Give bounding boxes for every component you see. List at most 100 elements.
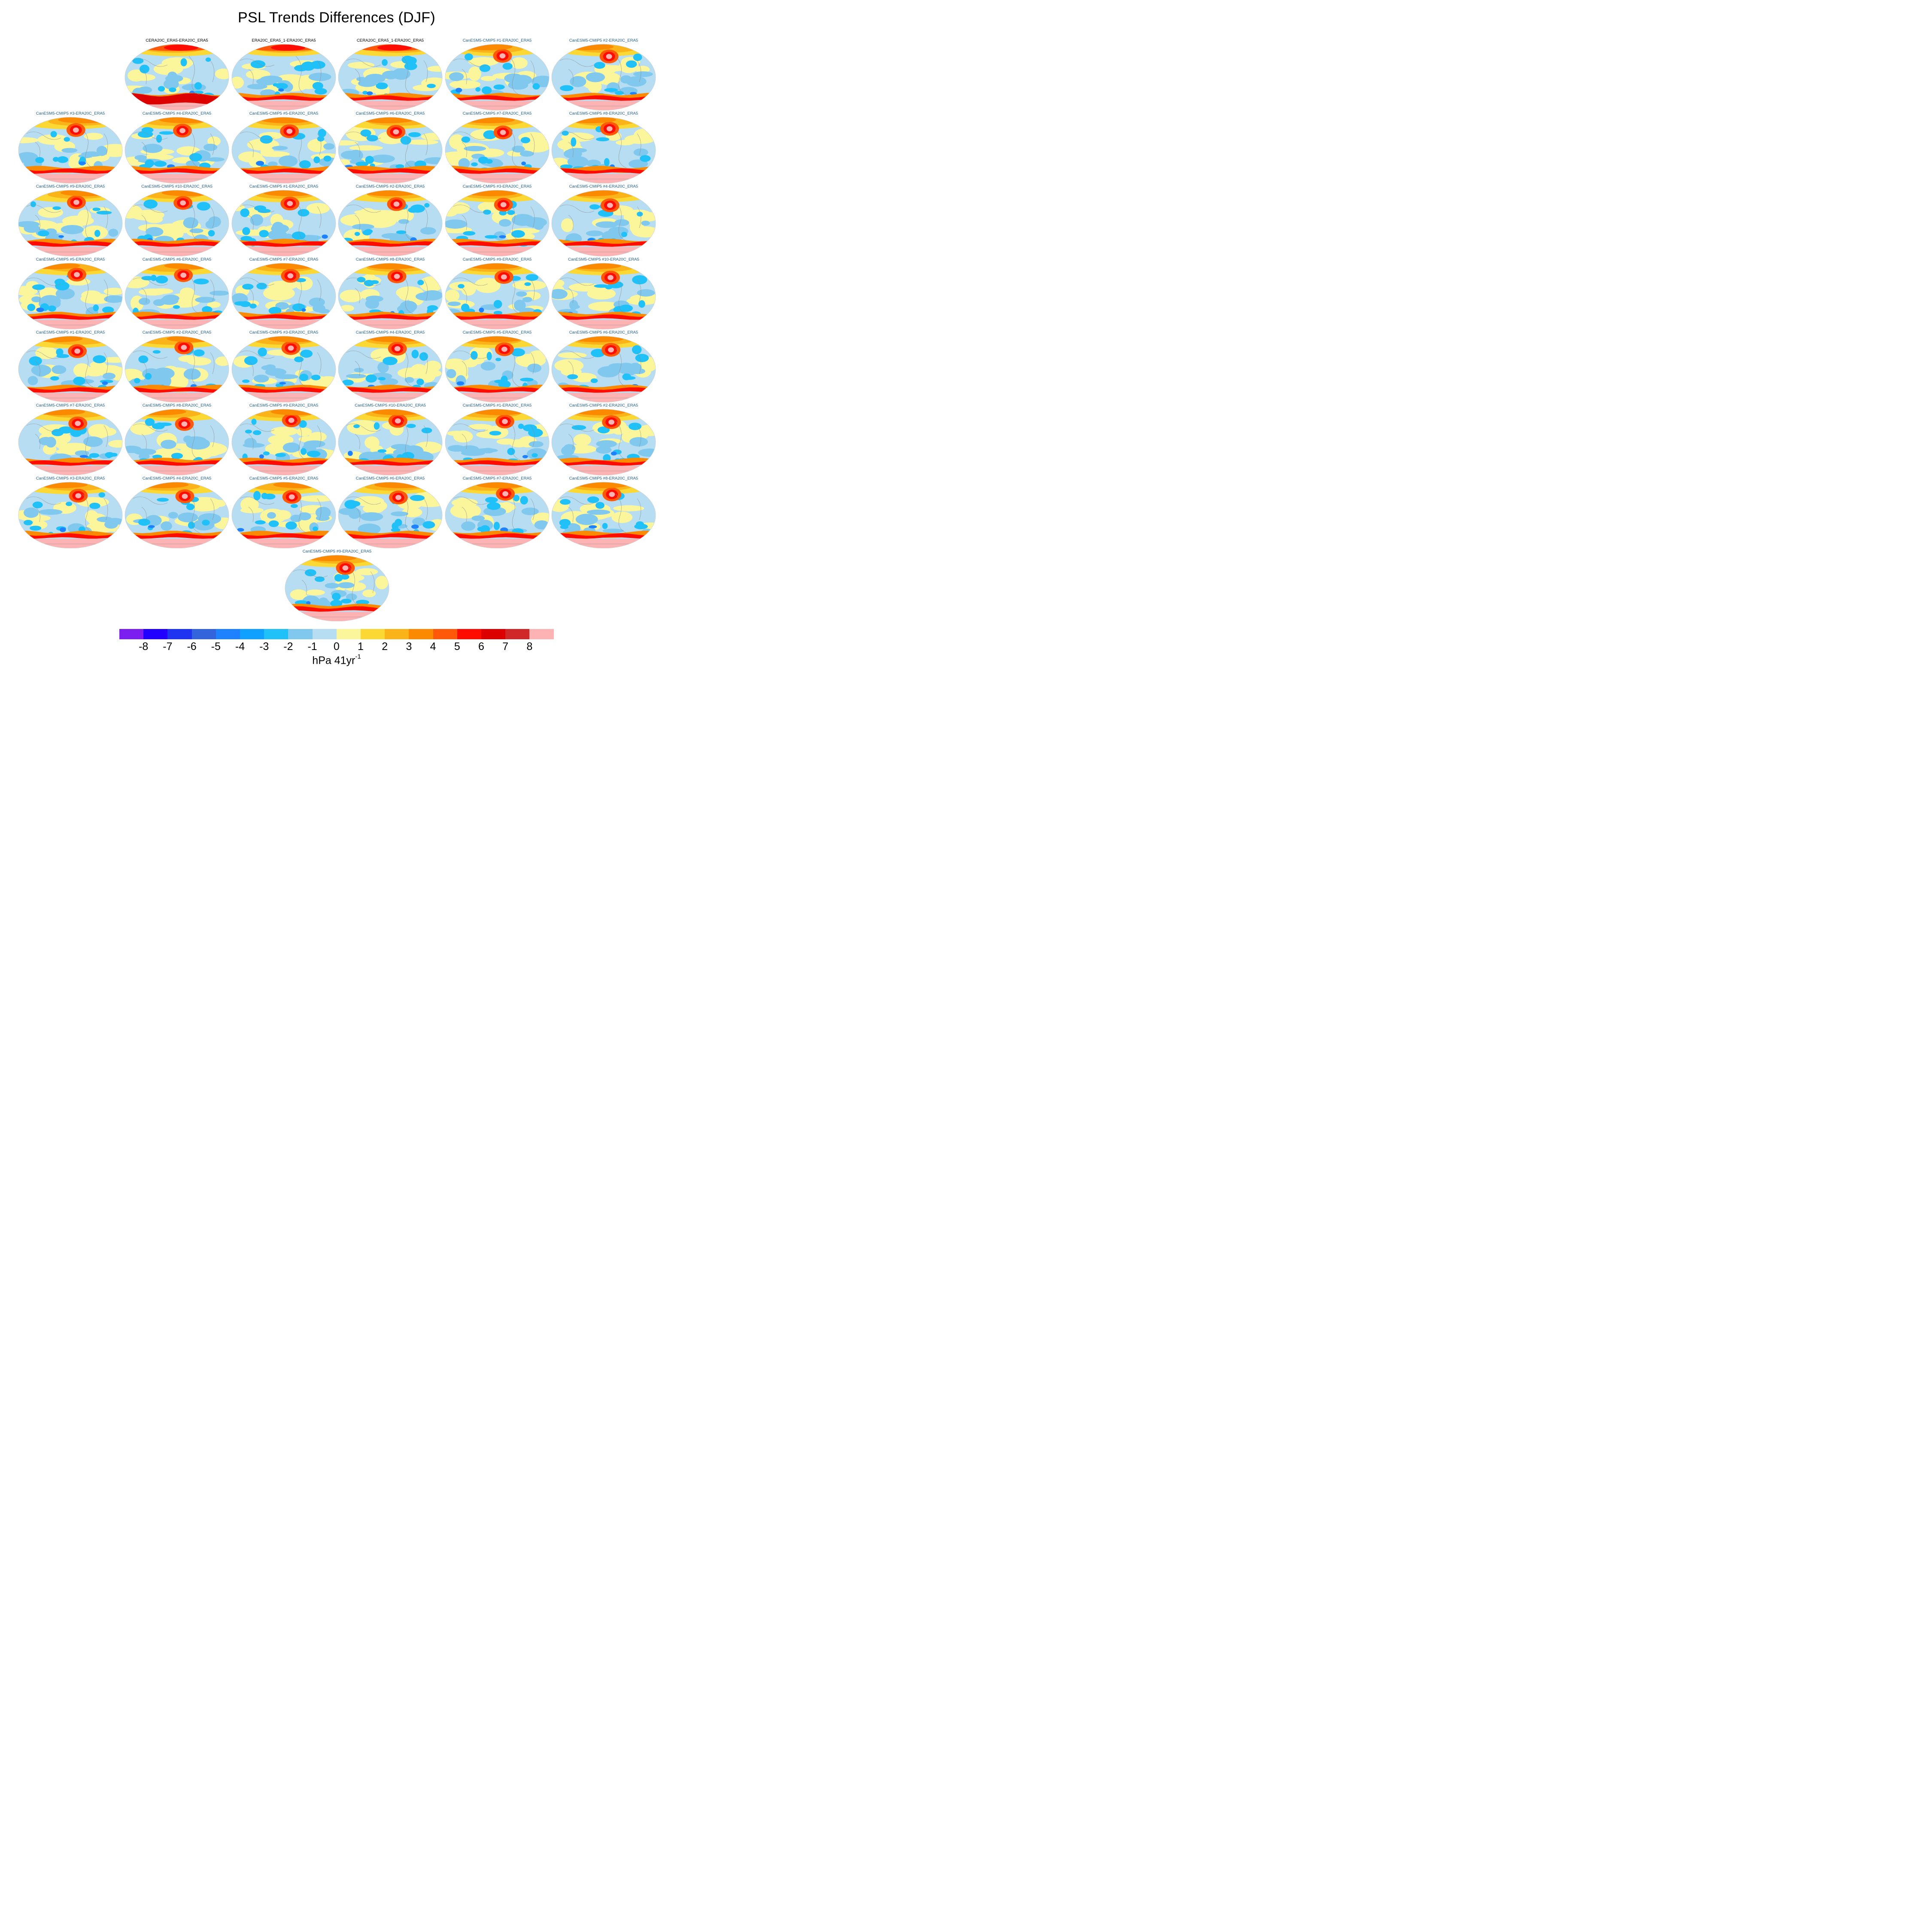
negative-anomaly (55, 288, 75, 300)
map-panel: CanESM5-CMIP5 #3-ERA20C_ERA5 (231, 330, 336, 403)
coastline (559, 58, 595, 67)
positive-anomaly (159, 117, 211, 123)
negative-anomaly (570, 76, 586, 87)
negative-anomaly (395, 164, 404, 169)
panel-title: CanESM5-CMIP5 #7-ERA20C_ERA5 (462, 476, 532, 481)
negative-anomaly (108, 228, 118, 237)
negative-anomaly (105, 518, 122, 525)
panel-title: CERA20C_ERA5-ERA20C_ERA5 (146, 38, 208, 43)
negative-anomaly (30, 526, 42, 531)
southern-band (125, 314, 229, 320)
robinson-map (445, 190, 550, 256)
positive-anomaly (296, 427, 312, 437)
negative-anomaly (597, 426, 610, 434)
coastline (240, 277, 275, 286)
negative-anomaly (318, 597, 328, 606)
robinson-map (231, 117, 336, 183)
coastline (240, 131, 275, 140)
coastline (82, 129, 94, 168)
negative-anomaly (455, 220, 464, 226)
map-outline (551, 409, 656, 475)
antarctic-positive (552, 247, 656, 256)
negative-anomaly (57, 156, 68, 163)
map-panel: CERA20C_ERA5-ERA20C_ERA5 (125, 38, 229, 111)
map-outline (551, 336, 656, 402)
coastline (317, 206, 322, 228)
positive-center (74, 348, 81, 354)
colorbar-tick-label: -5 (211, 641, 221, 653)
negative-anomaly (415, 292, 437, 301)
map-outline (338, 190, 443, 256)
coastline (210, 133, 215, 155)
positive-center (180, 200, 186, 206)
negative-anomaly (243, 443, 265, 448)
negative-anomaly (244, 356, 258, 365)
positive-anomaly (405, 139, 439, 145)
colorbar-tick-label: -6 (187, 641, 197, 653)
negative-anomaly (160, 296, 179, 305)
panel-title: CanESM5-CMIP5 #8-ERA20C_ERA5 (569, 111, 638, 116)
coastline (26, 204, 61, 213)
colorbar-swatch (191, 629, 216, 639)
robinson-map (338, 409, 443, 475)
negative-anomaly (614, 219, 629, 226)
map-outline (551, 44, 656, 110)
positive-center (609, 492, 615, 497)
negative-anomaly (614, 91, 624, 95)
negative-anomaly (65, 501, 73, 506)
antarctic-positive (338, 174, 442, 183)
negative-anomaly (256, 78, 277, 85)
negative-anomaly (332, 592, 341, 601)
map-outline (445, 117, 550, 183)
negative-anomaly (353, 424, 360, 428)
coastline (615, 56, 627, 95)
coastline (615, 202, 627, 241)
southern-band (445, 314, 549, 320)
negative-anomaly (301, 61, 315, 71)
coastline (317, 133, 322, 155)
positive-anomaly (125, 204, 143, 219)
map-outline (338, 44, 443, 110)
colorbar-tick-label: 4 (430, 641, 436, 653)
map-outline (125, 263, 229, 329)
coastline (346, 423, 381, 432)
coastline (133, 204, 168, 213)
positive-anomaly (180, 446, 214, 460)
negative-anomaly (32, 284, 45, 290)
coastline (423, 425, 428, 447)
positive-anomaly (461, 44, 513, 50)
negative-anomaly (64, 137, 70, 142)
positive-anomaly (477, 149, 504, 157)
colorbar-tick-label: -8 (139, 641, 149, 653)
negative-anomaly (589, 204, 600, 210)
positive-anomaly (268, 434, 294, 445)
negative-anomaly (79, 161, 86, 165)
antarctic-positive (125, 466, 229, 475)
map-outline (125, 117, 229, 183)
negative-anomaly (314, 576, 325, 582)
coastline (568, 434, 574, 450)
negative-anomaly (143, 199, 158, 209)
coastline (355, 507, 360, 522)
southern-band (125, 241, 229, 247)
negative-anomaly (486, 159, 493, 164)
negative-anomaly (193, 278, 209, 285)
positive-anomaly (569, 263, 621, 269)
robinson-map (445, 409, 550, 475)
positive-anomaly (207, 301, 221, 308)
panel-title: CanESM5-CMIP5 #7-ERA20C_ERA5 (36, 403, 105, 408)
negative-anomaly (595, 502, 605, 509)
coastline (568, 361, 574, 377)
negative-anomaly (242, 379, 250, 383)
negative-anomaly (278, 155, 298, 167)
negative-anomaly (240, 236, 252, 242)
negative-anomaly (511, 348, 525, 357)
coastline (349, 567, 360, 606)
negative-anomaly (102, 373, 116, 380)
negative-anomaly (93, 355, 106, 364)
robinson-map (18, 117, 123, 183)
negative-anomaly (253, 491, 261, 501)
negative-anomaly (493, 300, 502, 308)
antarctic-positive (285, 612, 389, 621)
negative-anomaly (138, 519, 150, 526)
